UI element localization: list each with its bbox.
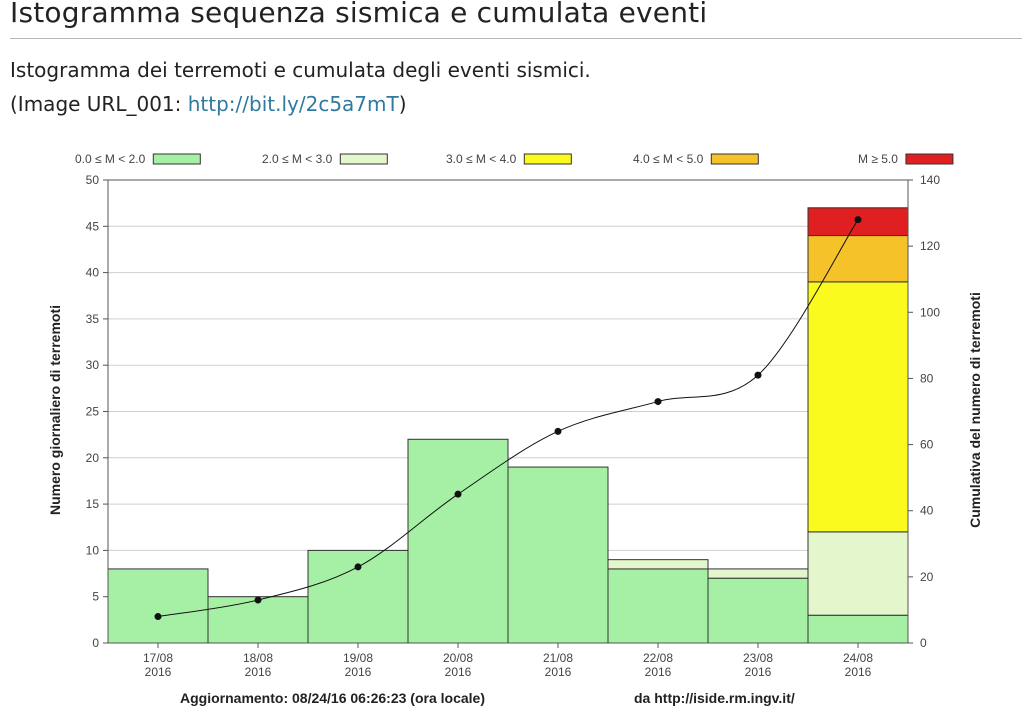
bar-segment-1 xyxy=(507,466,609,644)
y2-tick-label: 40 xyxy=(920,504,934,518)
cumulative-point xyxy=(354,563,362,571)
cumulative-point xyxy=(854,216,862,224)
bar-segment-1 xyxy=(707,577,809,644)
image-url-link[interactable]: http://bit.ly/2c5a7mT xyxy=(187,92,399,116)
legend-label-1: 0.0 ≤ M < 2.0 xyxy=(75,152,146,166)
seismic-histogram-chart: 0.0 ≤ M < 2.0 2.0 ≤ M < 3.0 3.0 ≤ M < 4.0 4… xyxy=(47,152,983,706)
y-tick-label: 0 xyxy=(92,636,99,650)
y2-tick-label: 140 xyxy=(920,173,940,187)
y-tick-label: 25 xyxy=(86,405,100,419)
y2-tick-label: 20 xyxy=(920,570,934,584)
cumulative-point xyxy=(254,596,262,604)
legend-label-5: M ≥ 5.0 xyxy=(858,152,898,166)
y2-axis-title: Cumulativa del numero di terremoti xyxy=(967,292,983,528)
x-axis-ticks: 17/08 2016 18/08 2016 19/08 2016 20/08 2016 21/0… xyxy=(143,643,873,679)
right-axis-ticks: 0 20 40 60 80 100 120 140 xyxy=(908,173,940,650)
bar-segment-3 xyxy=(807,281,909,533)
cumulative-point xyxy=(554,427,562,435)
y-tick-label: 15 xyxy=(86,497,100,511)
y-axis-title: Numero giornaliero di terremoti xyxy=(47,305,63,515)
chart-legend: 0.0 ≤ M < 2.0 2.0 ≤ M < 3.0 3.0 ≤ M < 4.0 4… xyxy=(75,152,954,166)
legend-label-3: 3.0 ≤ M < 4.0 xyxy=(446,152,517,166)
x-tick-label: 23/08 2016 xyxy=(743,651,773,679)
chart-caption: Istogramma dei terremoti e cumulata degl… xyxy=(10,58,591,82)
y2-tick-label: 120 xyxy=(920,239,940,253)
x-tick-label: 17/08 2016 xyxy=(143,651,173,679)
x-tick-label: 24/08 2016 xyxy=(843,651,873,679)
y-tick-label: 40 xyxy=(86,266,100,280)
bar-segment-4 xyxy=(807,235,909,283)
legend-swatch-2 xyxy=(339,153,388,165)
y-tick-label: 30 xyxy=(86,358,100,372)
y-tick-label: 5 xyxy=(92,590,99,604)
x-tick-label: 22/08 2016 xyxy=(643,651,673,679)
image-url-prefix: (Image URL_001: xyxy=(10,92,188,116)
bar-segment-1 xyxy=(607,568,709,644)
x-tick-label: 19/08 2016 xyxy=(343,651,373,679)
bar-segment-1 xyxy=(807,614,909,644)
page-title: Istogramma sequenza sismica e cumulata e… xyxy=(10,0,708,29)
image-url-line: (Image URL_001: http://bit.ly/2c5a7mT) xyxy=(10,92,407,116)
legend-swatch-5 xyxy=(905,153,954,165)
legend-label-4: 4.0 ≤ M < 5.0 xyxy=(633,152,704,166)
bar-segment-2 xyxy=(807,531,909,616)
y-tick-label: 20 xyxy=(86,451,100,465)
x-tick-label: 18/08 2016 xyxy=(243,651,273,679)
left-axis-ticks: 0 5 10 15 20 25 30 35 40 45 50 xyxy=(86,173,108,650)
bar-segment-1 xyxy=(107,568,209,644)
chart-bars xyxy=(107,207,909,644)
chart-grid xyxy=(108,225,908,598)
update-timestamp: Aggiornamento: 08/24/16 06:26:23 (ora lo… xyxy=(180,690,485,706)
y2-tick-label: 60 xyxy=(920,438,934,452)
bar-segment-2 xyxy=(707,568,809,579)
y-tick-label: 45 xyxy=(86,219,100,233)
image-url-suffix: ) xyxy=(398,92,407,116)
legend-swatch-3 xyxy=(523,153,572,165)
legend-swatch-4 xyxy=(710,153,759,165)
x-tick-label: 21/08 2016 xyxy=(543,651,573,679)
legend-swatch-1 xyxy=(152,153,201,165)
bar-segment-1 xyxy=(207,596,309,644)
legend-label-2: 2.0 ≤ M < 3.0 xyxy=(262,152,333,166)
y-tick-label: 50 xyxy=(86,173,100,187)
cumulative-point xyxy=(654,398,662,406)
cumulative-point xyxy=(754,371,762,379)
cumulative-point xyxy=(454,490,462,498)
y-tick-label: 10 xyxy=(86,543,100,557)
y-tick-label: 35 xyxy=(86,312,100,326)
y2-tick-label: 0 xyxy=(920,636,927,650)
data-source: da http://iside.rm.ingv.it/ xyxy=(634,690,795,706)
title-divider xyxy=(10,38,1022,39)
bar-segment-2 xyxy=(607,559,709,570)
cumulative-line xyxy=(154,216,862,621)
y2-tick-label: 80 xyxy=(920,371,934,385)
cumulative-point xyxy=(154,613,162,621)
x-tick-label: 20/08 2016 xyxy=(443,651,473,679)
y2-tick-label: 100 xyxy=(920,305,940,319)
